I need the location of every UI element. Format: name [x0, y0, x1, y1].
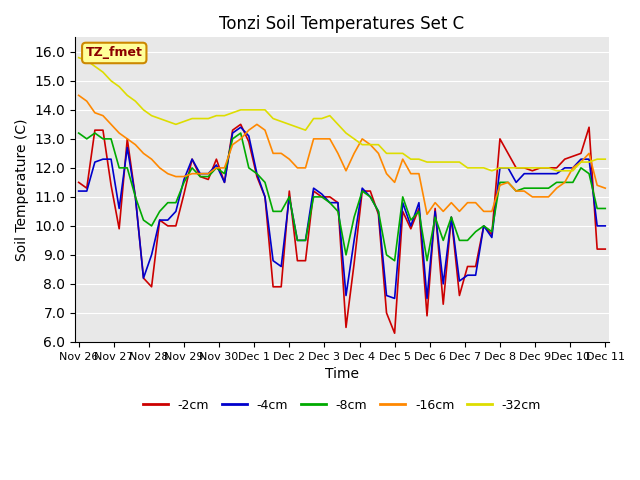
Y-axis label: Soil Temperature (C): Soil Temperature (C) [15, 119, 29, 261]
X-axis label: Time: Time [325, 367, 359, 381]
Legend: -2cm, -4cm, -8cm, -16cm, -32cm: -2cm, -4cm, -8cm, -16cm, -32cm [138, 394, 546, 417]
Text: TZ_fmet: TZ_fmet [86, 47, 143, 60]
Title: Tonzi Soil Temperatures Set C: Tonzi Soil Temperatures Set C [220, 15, 465, 33]
